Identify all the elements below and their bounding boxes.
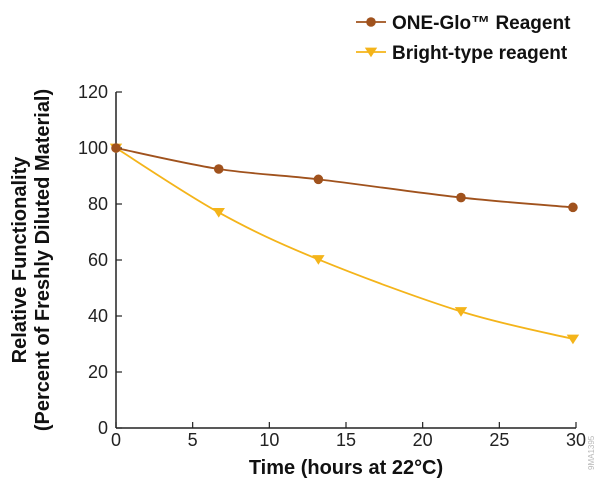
data-point-circle [568,202,578,213]
figure-id-watermark: 9MA1395 [587,435,596,470]
legend-label: Bright-type reagent [392,43,568,64]
y-tick-label: 40 [88,306,108,326]
series-line [115,147,574,209]
data-point-triangle [212,208,225,218]
y-tick-label: 100 [78,138,108,158]
data-point-circle [213,164,224,174]
data-point-triangle [454,307,468,317]
legend-item: ONE-Glo™ Reagent [356,13,571,34]
y-axis-title-line1: Relative Functionality [9,156,31,364]
x-tick-label: 0 [111,430,121,450]
x-tick-label: 30 [566,430,586,450]
data-point-triangle [566,334,580,345]
x-axis-title: Time (hours at 22°C) [249,457,443,479]
x-tick-label: 5 [188,430,198,450]
legend-item: Bright-type reagent [356,43,568,64]
x-tick-label: 20 [413,430,433,450]
y-tick-label: 20 [88,362,108,382]
x-tick-label: 25 [489,430,509,450]
data-point-triangle [312,255,325,265]
legend-label: ONE-Glo™ Reagent [392,13,571,34]
y-tick-label: 0 [98,418,108,438]
data-point-circle [111,143,121,153]
y-tick-label: 120 [78,82,108,102]
x-ticks: 0 5 10 15 20 25 30 [111,422,586,450]
series-0 [111,143,578,213]
x-tick-label: 10 [259,430,279,450]
legend-marker-circle [366,17,376,27]
legend: ONE-Glo™ Reagent Bright-type reagent [356,13,571,64]
series-1 [109,143,580,345]
data-point-circle [456,192,466,203]
axes [115,92,576,429]
y-tick-label: 60 [88,250,108,270]
series-line [115,147,574,340]
legend-marker-triangle [364,47,378,58]
y-axis-title-line2: (Percent of Freshly Diluted Material) [32,89,54,431]
series-layer [109,143,580,345]
x-tick-label: 15 [336,430,356,450]
data-point-circle [313,174,324,185]
y-tick-label: 80 [88,194,108,214]
y-ticks: 0 20 40 60 80 100 120 [78,82,122,438]
